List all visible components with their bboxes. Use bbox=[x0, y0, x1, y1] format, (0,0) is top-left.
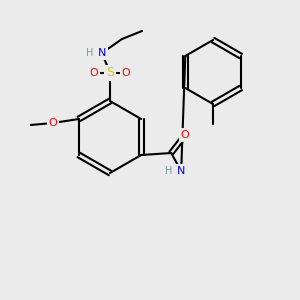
Text: O: O bbox=[48, 118, 57, 128]
Text: O: O bbox=[181, 130, 190, 140]
Text: H: H bbox=[165, 166, 172, 176]
Text: O: O bbox=[90, 68, 98, 78]
Text: N: N bbox=[98, 48, 106, 58]
Text: H: H bbox=[85, 48, 93, 58]
Text: O: O bbox=[122, 68, 130, 78]
Text: N: N bbox=[177, 166, 185, 176]
Text: S: S bbox=[106, 67, 114, 80]
